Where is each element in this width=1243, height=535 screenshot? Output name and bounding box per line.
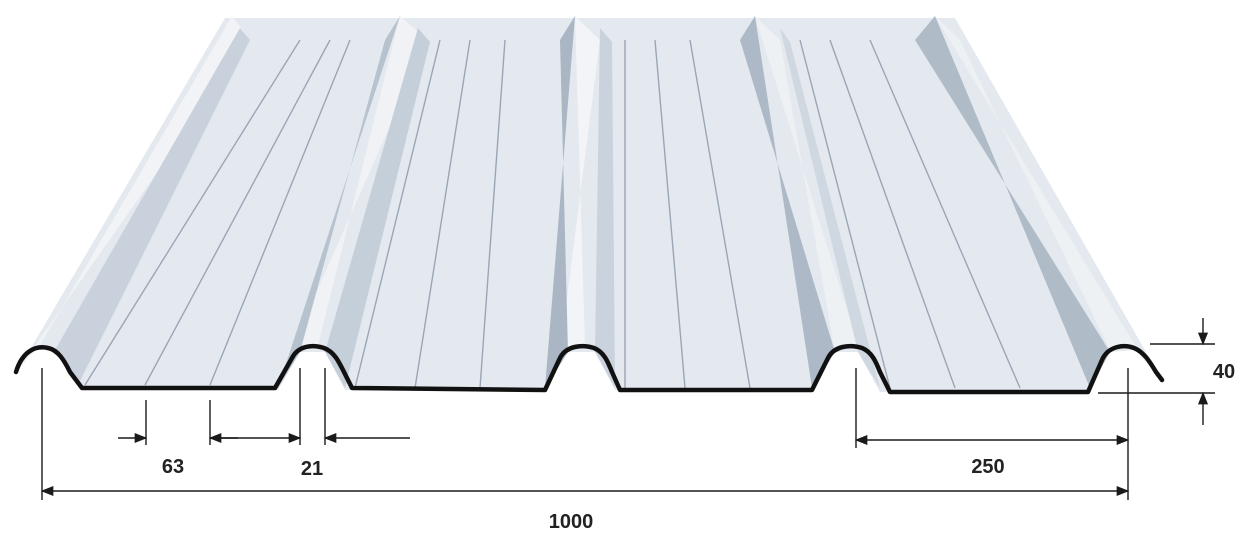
- dimension-label-63: 63: [162, 456, 184, 478]
- rib-band-5-left: [915, 16, 1110, 388]
- sheet-body: [18, 18, 1162, 392]
- sheet-surface: [18, 16, 1162, 392]
- rib-band-4: [755, 16, 858, 352]
- rib-band-4-shadow: [780, 28, 880, 388]
- dimension-label-21: 21: [301, 458, 323, 480]
- dimension-label-40: 40: [1213, 361, 1235, 383]
- rib-band-2-left: [278, 16, 400, 388]
- rib-band-2-shadow: [325, 28, 430, 388]
- stiffener-lines: [84, 39, 1021, 389]
- rib-band-1: [18, 16, 250, 370]
- profile-edge: [13, 343, 1165, 395]
- rib-band-5: [935, 16, 1135, 350]
- dimension-label-1000: 1000: [549, 511, 594, 533]
- dimension-label-250: 250: [971, 456, 1004, 478]
- rib-band-3: [560, 16, 600, 352]
- rib-band-4-left: [740, 16, 835, 388]
- rib-band-1-shadow: [55, 28, 250, 385]
- dimension-lines: [40, 318, 1215, 500]
- rib-band-3-shadow: [595, 28, 615, 388]
- rib-band-2: [290, 16, 428, 352]
- rib-band-3-left: [545, 16, 575, 388]
